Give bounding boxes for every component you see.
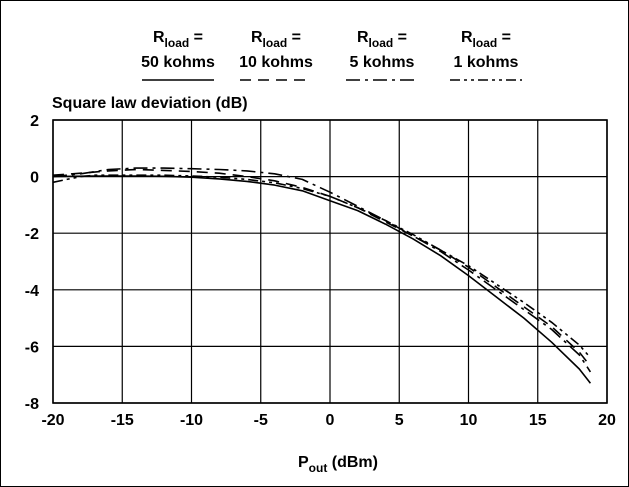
legend-label-4: 1 kohms xyxy=(454,54,519,71)
y-tick-label: 0 xyxy=(30,170,39,187)
y-tick-label: -2 xyxy=(25,226,39,243)
series-line-3 xyxy=(52,167,592,373)
y-axis-label: Square law deviation (dB) xyxy=(52,95,248,112)
legend-title-4: Rload = xyxy=(461,29,511,50)
legend-title-3: Rload = xyxy=(357,29,407,50)
x-tick-label: 15 xyxy=(529,412,547,429)
y-tick-label: -4 xyxy=(25,283,39,300)
series-line-4 xyxy=(52,174,592,359)
legend-title-1: Rload = xyxy=(153,29,203,50)
x-tick-label: -10 xyxy=(180,412,203,429)
x-tick-label: -5 xyxy=(254,412,268,429)
y-tick-label: 2 xyxy=(30,113,39,130)
x-tick-label: 10 xyxy=(460,412,478,429)
legend-title-2: Rload = xyxy=(251,29,301,50)
series-line-1 xyxy=(52,175,592,384)
x-tick-label: -15 xyxy=(111,412,134,429)
x-tick-label: -20 xyxy=(41,412,64,429)
legend-label-3: 5 kohms xyxy=(350,54,415,71)
plot-border xyxy=(52,119,608,404)
x-tick-label: 0 xyxy=(326,412,335,429)
series-line-2 xyxy=(52,168,592,367)
y-tick-label: -8 xyxy=(25,396,39,413)
legend-label-1: 50 kohms xyxy=(141,54,215,71)
x-axis-label: Pout (dBm) xyxy=(298,454,378,475)
x-tick-label: 5 xyxy=(395,412,404,429)
x-tick-label: 20 xyxy=(598,412,616,429)
y-tick-label: -6 xyxy=(25,339,39,356)
legend-label-2: 10 kohms xyxy=(239,54,313,71)
